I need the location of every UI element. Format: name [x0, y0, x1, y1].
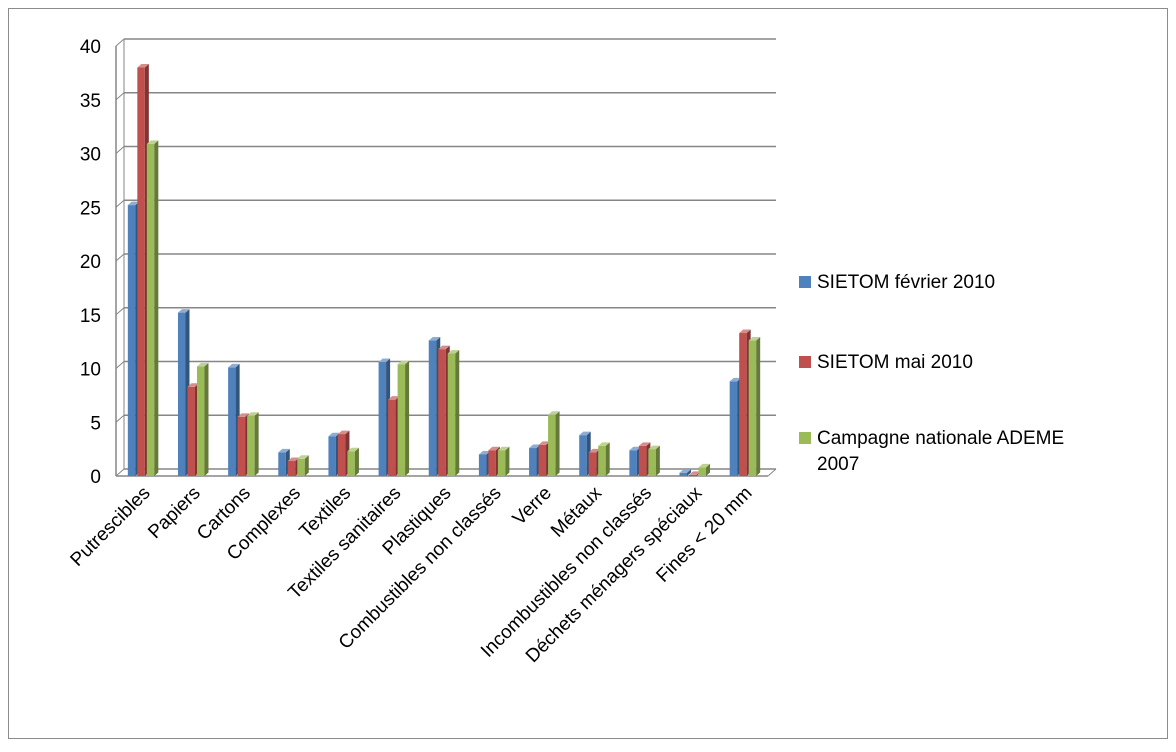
bar-3-11 — [648, 445, 660, 476]
legend-swatch — [799, 276, 811, 288]
y-tick-label: 25 — [80, 198, 101, 219]
gridline-depth-20 — [115, 253, 125, 262]
floor-right-edge — [767, 468, 777, 477]
gridline-depth-25 — [115, 199, 125, 208]
bar-3-1 — [146, 140, 159, 476]
bar-3-12 — [698, 463, 711, 476]
legend-swatch — [799, 432, 811, 444]
legend-item-3: Campagne nationale ADEME 2007 — [799, 428, 1064, 475]
ticks-layer: 0 5 10 15 20 25 30 35 40 — [80, 37, 101, 488]
bar-3-6 — [397, 360, 410, 476]
bar-1-12 — [679, 469, 692, 476]
bars-layer — [127, 64, 761, 476]
y-tick-label: 5 — [90, 413, 101, 434]
gridline-depth-10 — [115, 361, 125, 369]
y-tick-label: 10 — [80, 360, 101, 381]
gridline-depth-30 — [115, 146, 125, 154]
gridline-depth-0 — [115, 468, 125, 477]
y-tick-label: 20 — [80, 252, 101, 273]
y-tick-label: 30 — [80, 145, 101, 166]
gridline-depth-5 — [115, 414, 125, 423]
gridline-depth-35 — [115, 92, 125, 101]
y-tick-label: 35 — [80, 91, 101, 112]
bar-3-13 — [748, 337, 761, 476]
y-tick-label: 15 — [80, 306, 101, 327]
legend-item-1: SIETOM février 2010 — [799, 272, 995, 293]
gridline-depth-40 — [115, 38, 125, 47]
legend-label: Campagne nationale ADEME — [817, 428, 1064, 449]
legend-label: 2007 — [817, 454, 859, 475]
legend-swatch — [799, 356, 811, 368]
bar-3-4 — [297, 455, 309, 476]
y-tick-label: 40 — [80, 37, 101, 58]
legend-label: SIETOM mai 2010 — [817, 352, 973, 373]
legend: SIETOM février 2010 SIETOM mai 2010 Campag… — [799, 272, 1064, 475]
bar-3-5 — [347, 447, 359, 476]
bar-3-8 — [497, 446, 510, 476]
bar-3-10 — [598, 442, 610, 476]
legend-item-2: SIETOM mai 2010 — [799, 352, 973, 373]
bar-3-7 — [447, 349, 460, 476]
bar-3-3 — [247, 412, 259, 476]
bar-3-2 — [196, 362, 209, 476]
gridline-depth-15 — [115, 307, 125, 316]
bar-3-9 — [548, 411, 560, 476]
y-tick-label: 0 — [90, 467, 101, 488]
legend-label: SIETOM février 2010 — [817, 272, 995, 293]
